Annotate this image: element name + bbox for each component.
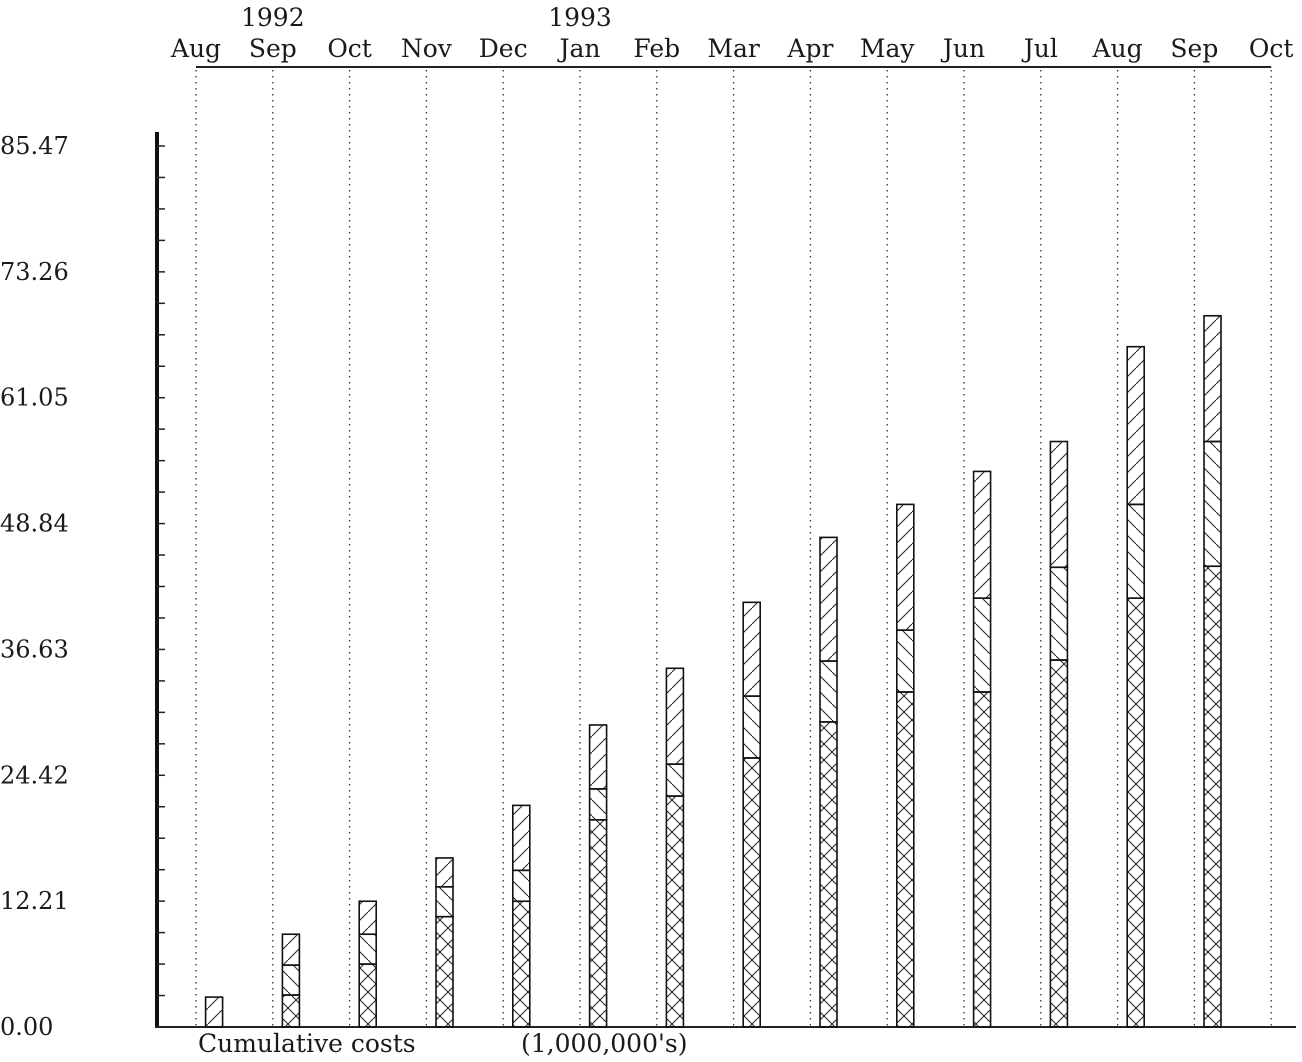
bar-segment-forward-hatch xyxy=(972,470,992,599)
bar-segment-forward-hatch xyxy=(1049,440,1069,569)
year-label: 1992 xyxy=(241,3,305,32)
bar-segment-forward-hatch xyxy=(895,503,915,631)
bar-segment-backslash-hatch xyxy=(819,660,838,723)
footer-label-left: Cumulative costs xyxy=(198,1029,416,1058)
y-tick-label: 0.00 xyxy=(0,1013,53,1041)
bar-segment-cross-hatch xyxy=(588,819,608,1028)
bar-segment-forward-hatch xyxy=(665,667,685,765)
y-tick-label: 73.26 xyxy=(0,258,69,286)
x-tick-label: Sep xyxy=(249,34,297,63)
bar-segment-cross-hatch xyxy=(819,721,838,1028)
bar-segment-backslash-hatch xyxy=(1049,566,1069,661)
x-tick-label: Apr xyxy=(786,34,833,63)
bar-segment-backslash-hatch xyxy=(1203,440,1222,568)
bar-segment-forward-hatch xyxy=(742,601,762,697)
bar-segment-cross-hatch xyxy=(358,963,378,1028)
bar-segment-backslash-hatch xyxy=(972,597,992,693)
x-tick-label: May xyxy=(860,34,916,63)
x-tick-label: Oct xyxy=(327,34,372,63)
bar-segment-backslash-hatch xyxy=(435,886,454,918)
x-tick-label: Nov xyxy=(401,34,453,63)
bar-segment-forward-hatch xyxy=(588,724,608,790)
x-tick-label: Oct xyxy=(1249,34,1294,63)
bar-segment-backslash-hatch xyxy=(742,695,762,759)
bar-segment-cross-hatch xyxy=(1126,597,1145,1028)
y-tick-label: 61.05 xyxy=(0,384,69,412)
bar-segment-forward-hatch xyxy=(435,857,454,888)
bar-segment-forward-hatch xyxy=(511,804,531,872)
bar-segment-cross-hatch xyxy=(1049,659,1069,1028)
axes xyxy=(155,66,1296,1028)
y-tick-label: 24.42 xyxy=(0,761,69,789)
y-tick-label: 12.21 xyxy=(0,887,69,915)
labels: Aug Sep Oct Nov Dec Jan Feb Mar Apr May Jun Jul Aug S… xyxy=(0,3,1293,1041)
bar-segment-forward-hatch xyxy=(281,933,301,966)
bar-segment-backslash-hatch xyxy=(895,629,915,693)
y-tick-label: 85.47 xyxy=(0,132,69,160)
footer-label-right: (1,000,000's) xyxy=(521,1029,687,1058)
bar-segment-cross-hatch xyxy=(972,691,992,1028)
bar-segment-cross-hatch xyxy=(281,994,301,1028)
x-tick-label: Jan xyxy=(556,34,600,63)
bar-segment-cross-hatch xyxy=(511,900,531,1028)
year-label: 1993 xyxy=(548,3,612,32)
y-tick-label: 48.84 xyxy=(0,510,69,538)
bar-segment-backslash-hatch xyxy=(358,933,378,965)
x-tick-label: Sep xyxy=(1170,34,1218,63)
bar-segment-forward-hatch xyxy=(1203,314,1222,443)
bar-segment-cross-hatch xyxy=(435,915,454,1028)
bar-segment-cross-hatch xyxy=(895,691,915,1028)
y-tick-label: 36.63 xyxy=(0,635,69,663)
bar-segment-backslash-hatch xyxy=(665,763,685,797)
bar-segment-cross-hatch xyxy=(742,757,762,1028)
bar-segment-forward-hatch xyxy=(358,900,378,936)
bar-segment-backslash-hatch xyxy=(511,869,531,903)
gridlines xyxy=(195,70,1272,1027)
x-tick-label: Feb xyxy=(633,34,680,63)
bar-segment-cross-hatch xyxy=(665,795,685,1028)
x-tick-label: Mar xyxy=(707,34,760,63)
x-tick-label: Aug xyxy=(170,34,221,63)
x-tick-label: Jun xyxy=(940,34,985,63)
x-tick-label: Aug xyxy=(1092,34,1143,63)
bar-segment-forward-hatch xyxy=(1126,345,1145,506)
bars xyxy=(204,314,1222,1028)
bar-segment-forward-hatch xyxy=(819,536,838,662)
bar-segment-backslash-hatch xyxy=(1126,503,1145,599)
bar-segment-backslash-hatch xyxy=(588,788,608,821)
x-tick-label: Dec xyxy=(479,34,528,63)
bar-segment-forward-hatch xyxy=(204,996,224,1028)
bar-segment-cross-hatch xyxy=(1203,565,1222,1028)
x-tick-label: Jul xyxy=(1021,34,1058,63)
bar-segment-backslash-hatch xyxy=(281,964,301,996)
